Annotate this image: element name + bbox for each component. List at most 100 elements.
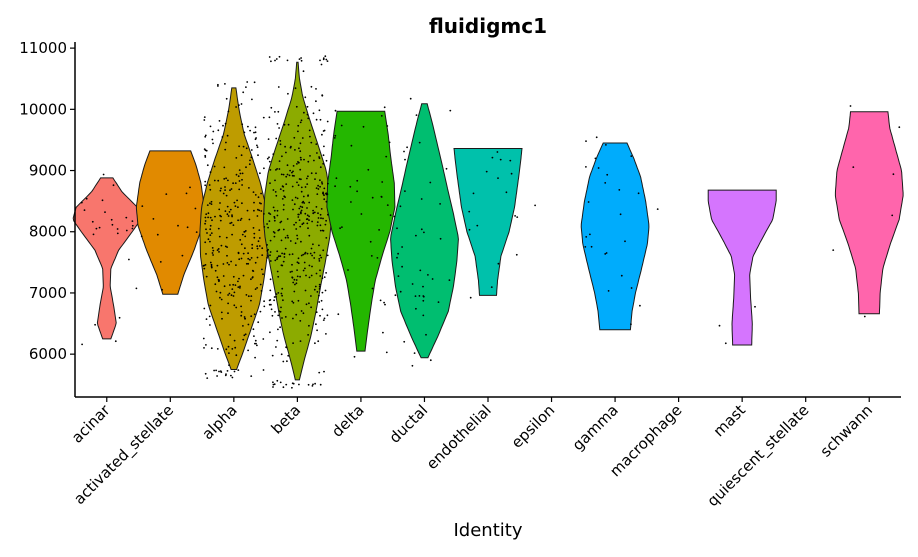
point-alpha: [247, 323, 250, 326]
point-alpha: [238, 145, 241, 148]
point-alpha: [254, 288, 257, 290]
point-alpha: [225, 348, 228, 351]
point-beta: [308, 302, 310, 305]
point-delta: [380, 196, 383, 198]
point-alpha: [223, 166, 226, 169]
point-alpha: [218, 251, 220, 253]
point-gamma: [587, 201, 590, 203]
point-acinar: [125, 229, 128, 232]
y-tick-label: 8000: [29, 223, 67, 241]
point-alpha: [260, 192, 262, 195]
point-beta: [325, 200, 328, 203]
point-beta: [291, 300, 294, 303]
point-alpha: [241, 172, 244, 175]
point-beta: [292, 342, 294, 344]
point-beta: [268, 156, 270, 159]
point-alpha: [238, 180, 241, 182]
point-beta: [303, 111, 305, 114]
point-beta: [293, 223, 295, 226]
point-beta: [280, 353, 283, 356]
point-alpha: [247, 125, 249, 128]
point-alpha: [230, 188, 233, 190]
point-beta: [322, 249, 325, 252]
point-beta: [283, 252, 286, 255]
point-beta: [296, 237, 299, 240]
point-alpha: [232, 295, 235, 297]
violin-layer: [72, 61, 904, 381]
point-beta: [275, 194, 278, 197]
point-alpha: [205, 228, 207, 231]
point-beta: [321, 291, 324, 294]
point-alpha: [240, 305, 243, 308]
point-beta: [300, 59, 303, 62]
point-epsilon: [534, 204, 536, 207]
point-alpha: [203, 264, 206, 267]
point-alpha: [204, 222, 207, 225]
point-alpha: [240, 243, 243, 246]
point-endothelial: [516, 216, 519, 219]
point-beta: [266, 256, 268, 259]
point-alpha: [242, 274, 245, 277]
point-alpha: [237, 252, 240, 255]
point-beta: [277, 110, 280, 113]
point-alpha: [253, 335, 255, 337]
point-acinar: [104, 211, 106, 214]
point-ductal: [399, 205, 402, 208]
point-beta: [297, 262, 300, 265]
point-beta: [282, 208, 285, 211]
point-beta: [306, 214, 309, 217]
point-macrophage: [656, 208, 659, 211]
point-beta: [315, 88, 317, 90]
violin-acinar: [72, 177, 141, 340]
point-alpha: [242, 338, 245, 341]
point-beta: [282, 189, 285, 192]
point-alpha: [210, 232, 213, 235]
point-beta: [315, 187, 318, 190]
point-alpha: [258, 229, 261, 232]
point-delta: [371, 196, 374, 199]
point-delta: [356, 190, 358, 193]
point-alpha: [237, 369, 240, 371]
point-alpha: [263, 213, 265, 215]
point-alpha: [204, 372, 207, 375]
point-beta: [318, 294, 320, 297]
point-beta: [297, 130, 299, 133]
point-acinar: [127, 258, 130, 261]
point-alpha: [251, 247, 254, 250]
point-beta: [303, 158, 305, 161]
point-beta: [277, 314, 280, 317]
point-alpha: [241, 184, 244, 186]
point-alpha: [218, 120, 221, 122]
point-beta: [300, 240, 302, 243]
point-acinar: [92, 233, 95, 236]
point-schwann: [852, 166, 855, 169]
point-alpha: [230, 221, 233, 224]
point-alpha: [256, 256, 259, 259]
point-beta: [313, 159, 315, 162]
point-endothelial: [469, 296, 472, 299]
point-alpha: [234, 346, 237, 349]
point-alpha: [226, 205, 229, 208]
point-beta: [274, 259, 277, 262]
point-alpha: [216, 348, 219, 350]
point-beta: [316, 291, 319, 293]
point-alpha: [235, 264, 237, 266]
point-beta: [310, 247, 313, 250]
point-beta: [282, 299, 284, 302]
point-alpha: [235, 173, 238, 176]
point-gamma: [604, 182, 607, 184]
point-delta: [370, 255, 373, 257]
point-beta: [291, 185, 294, 188]
point-alpha: [204, 184, 207, 187]
point-beta: [325, 237, 328, 239]
point-beta: [299, 121, 302, 124]
point-alpha: [210, 203, 213, 206]
point-beta: [315, 100, 317, 103]
x-tick-label-schwann: schwann: [817, 401, 876, 460]
point-alpha: [202, 337, 205, 340]
point-alpha: [207, 238, 210, 241]
point-alpha: [229, 189, 231, 192]
point-beta: [278, 168, 281, 170]
point-beta: [302, 269, 305, 272]
point-beta: [296, 181, 298, 184]
